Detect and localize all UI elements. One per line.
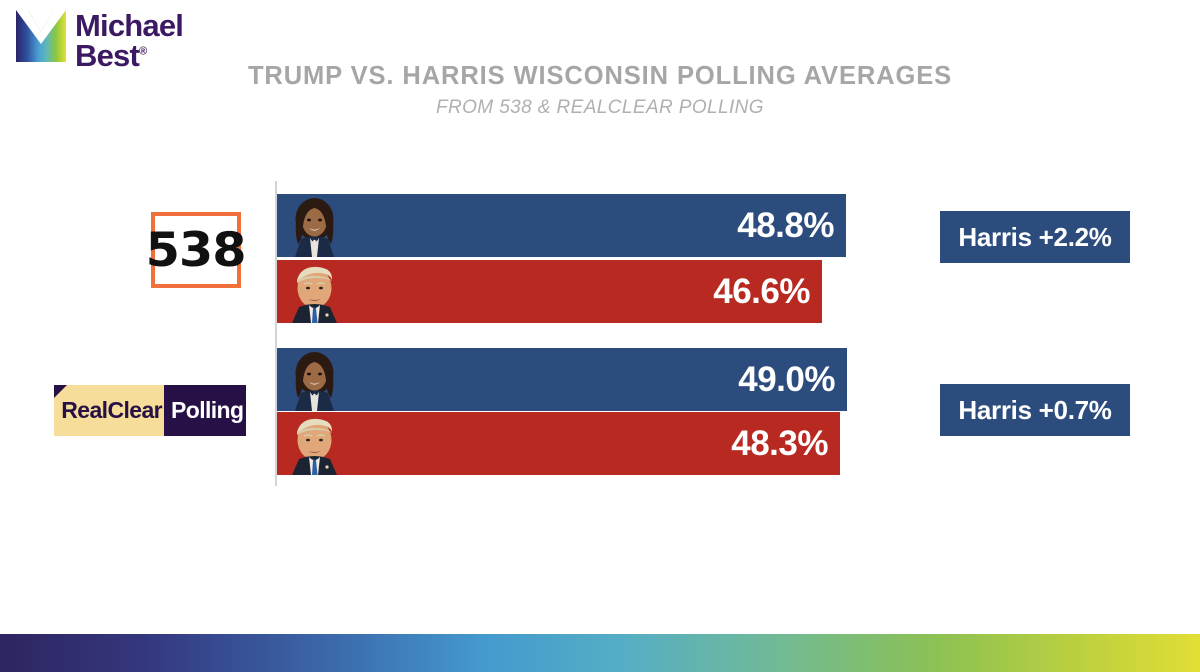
bar-value-label: 49.0%	[738, 360, 835, 399]
538-logo-icon: 538	[146, 212, 247, 288]
bar-row: 48.8%	[277, 194, 846, 257]
registered-trademark-icon: ®	[139, 45, 147, 58]
brand-name-line1: Michael	[75, 8, 184, 43]
kamala-harris-portrait	[277, 194, 352, 257]
bar-row: 46.6%	[277, 260, 822, 323]
chart-title: TRUMP VS. HARRIS WISCONSIN POLLING AVERA…	[247, 62, 953, 90]
margin-badge-realclear: Harris +0.7%	[940, 384, 1130, 436]
bar-harris-538: 48.8%	[277, 194, 846, 257]
margin-badge-538: Harris +2.2%	[940, 211, 1130, 263]
donald-trump-portrait	[277, 260, 352, 323]
michael-best-logo: Michael Best®	[16, 8, 184, 73]
rcp-logo-right-label: Polling	[171, 397, 244, 423]
margin-badge-label: Harris +2.2%	[958, 221, 1112, 252]
margin-badge-label: Harris +0.7%	[958, 394, 1112, 425]
bar-trump-538: 46.6%	[277, 260, 822, 323]
footer-gradient-bar	[0, 634, 1200, 672]
bar-harris-realclear: 49.0%	[277, 348, 847, 411]
rcp-logo-left-label: RealClear	[61, 397, 162, 423]
title-block: TRUMP VS. HARRIS WISCONSIN POLLING AVERA…	[0, 62, 1200, 119]
bar-row: 49.0%	[277, 348, 847, 411]
538-logo-label: 538	[146, 222, 247, 278]
donald-trump-portrait	[277, 412, 352, 475]
bar-trump-realclear: 48.3%	[277, 412, 840, 475]
brand-name-line2-text: Best	[75, 37, 140, 73]
michael-best-m-gradient-icon	[16, 10, 66, 62]
brand-wordmark: Michael Best®	[75, 8, 184, 73]
bar-row: 48.3%	[277, 412, 840, 475]
rcp-corner-notch-icon	[54, 385, 67, 398]
bar-value-label: 46.6%	[713, 272, 810, 311]
rcp-logo-right-panel: Polling	[164, 385, 246, 436]
kamala-harris-portrait	[277, 348, 352, 411]
brand-name-line2: Best®	[75, 37, 183, 73]
bar-value-label: 48.8%	[737, 206, 834, 245]
rcp-logo-left-panel: RealClear	[54, 385, 164, 436]
realclear-polling-logo-icon: RealClear Polling	[54, 385, 246, 436]
bar-value-label: 48.3%	[731, 424, 828, 463]
chart-axis-line	[275, 181, 277, 486]
chart-subtitle: FROM 538 & REALCLEAR POLLING	[436, 97, 764, 118]
